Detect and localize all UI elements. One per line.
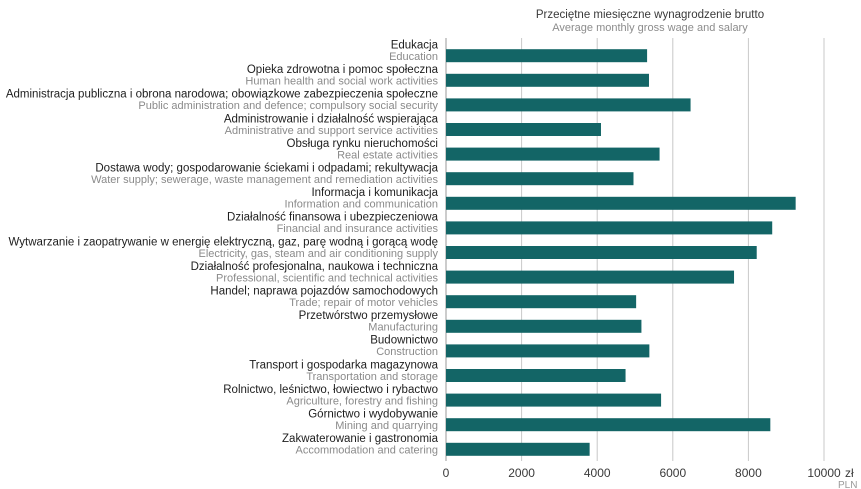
category-label-pl: Administracja publiczna i obrona narodow… (6, 89, 438, 101)
category-label-pl: Opieka zdrowotna i pomoc społeczna (247, 64, 439, 76)
chart-title-pl: Przeciętne miesięczne wynagrodzenie brut… (535, 9, 765, 21)
category-label-en: Real estate activities (337, 149, 438, 161)
bar (446, 172, 634, 186)
x-tick-label: 4000 (584, 466, 611, 480)
chart-title-en: Average monthly gross wage and salary (552, 22, 748, 34)
category-label-en: Mining and quarrying (335, 420, 438, 432)
category-label-en: Professional, scientific and technical a… (216, 272, 438, 284)
category-label-pl: Informacja i komunikacja (311, 187, 438, 199)
category-label-en: Agriculture, forestry and fishing (286, 395, 438, 407)
category-label-en: Transportation and storage (306, 371, 438, 383)
bar (446, 196, 796, 210)
category-label-en: Information and communication (285, 199, 438, 211)
bar (446, 221, 773, 235)
x-tick-label: 2000 (508, 466, 535, 480)
category-label-en: Construction (376, 346, 438, 358)
bar (446, 319, 642, 333)
category-label-pl: Transport i gospodarka magazynowa (249, 359, 438, 371)
category-label-pl: Działalność profesjonalna, naukowa i tec… (191, 261, 439, 273)
bar (446, 418, 771, 432)
category-label-en: Water supply; sewerage, waste management… (91, 174, 438, 186)
x-unit-en: PLN (838, 480, 857, 489)
category-label-pl: Dostawa wody; gospodarowanie ściekami i … (95, 163, 438, 175)
x-tick-label: 6000 (659, 466, 686, 480)
x-tick-label: 8000 (735, 466, 762, 480)
x-tick-label: 10000 (807, 466, 841, 480)
category-label-en: Financial and insurance activities (277, 223, 439, 235)
bar (446, 270, 735, 284)
category-label-pl: Wytwarzanie i zaopatrywanie w energię el… (9, 236, 438, 248)
bar (446, 123, 601, 136)
bar (446, 344, 650, 358)
bar (446, 295, 637, 309)
bar (446, 442, 590, 456)
category-label-pl: Rolnictwo, leśnictwo, łowiectwo i rybact… (223, 384, 438, 396)
category-label-en: Human health and social work activities (245, 76, 438, 88)
category-label-pl: Przetwórstwo przemysłowe (299, 310, 438, 322)
category-label-pl: Budownictwo (370, 335, 438, 347)
category-label-pl: Administrowanie i działalność wspierając… (224, 113, 439, 125)
bar (446, 369, 626, 382)
bar (446, 73, 649, 87)
category-label-en: Electricity, gas, steam and air conditio… (199, 248, 439, 260)
category-label-en: Administrative and support service activ… (225, 125, 439, 137)
category-label-pl: Edukacja (391, 40, 439, 52)
x-unit-pl: zł (845, 466, 854, 480)
category-label-en: Trade; repair of motor vehicles (289, 297, 438, 309)
bar (446, 393, 662, 407)
category-label-en: Accommodation and catering (296, 445, 438, 457)
category-label-pl: Handel; naprawa pojazdów samochodowych (210, 286, 438, 298)
bar (446, 246, 757, 259)
bar (446, 49, 648, 63)
category-label-en: Manufacturing (368, 322, 438, 334)
category-label-en: Education (389, 51, 438, 63)
bar (446, 147, 660, 161)
category-label-pl: Zakwaterowanie i gastronomia (282, 433, 439, 445)
category-label-pl: Obsługa rynku nieruchomości (287, 138, 439, 150)
x-tick-label: 0 (443, 466, 450, 480)
category-label-en: Public administration and defence; compu… (138, 100, 438, 112)
category-label-pl: Górnictwo i wydobywanie (308, 409, 438, 421)
bar (446, 98, 691, 112)
category-label-pl: Działalność finansowa i ubezpieczeniowa (227, 212, 439, 224)
